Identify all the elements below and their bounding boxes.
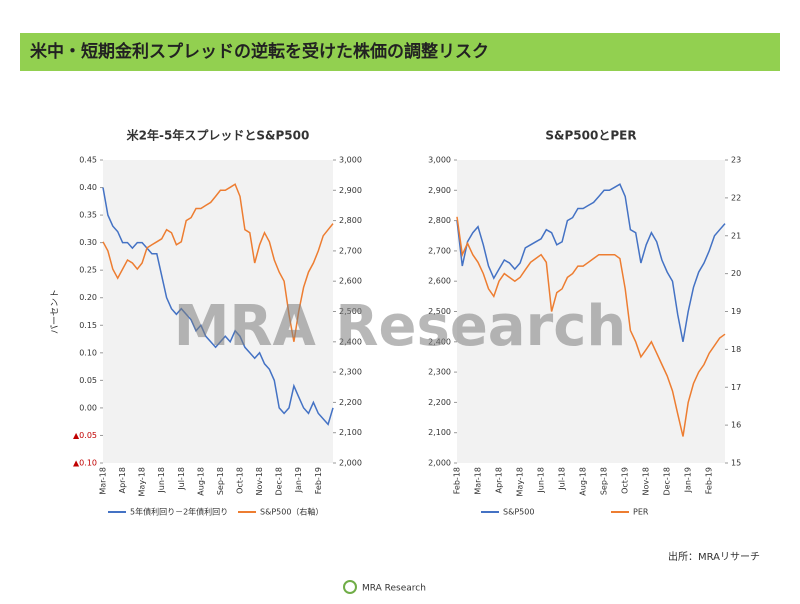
x-tick-label: Jun-18 [537, 467, 546, 494]
y-tick-label: 2,200 [428, 398, 451, 407]
y-tick-label: 0.20 [79, 293, 97, 302]
x-tick-label: Dec-18 [275, 467, 284, 496]
title-bar [20, 33, 780, 71]
legend-label: S&P500 [503, 508, 534, 517]
y2-tick-label: 2,800 [339, 216, 362, 225]
watermark: MRA Research [174, 294, 627, 359]
source-note: 出所：MRAリサーチ [668, 550, 760, 563]
y2-tick-label: 19 [731, 307, 741, 316]
y-tick-label: 0.15 [79, 321, 97, 330]
series-line [102, 187, 334, 426]
x-tick-label: Jul-18 [558, 467, 567, 491]
series-line [102, 183, 334, 342]
charts: 米2年-5年スプレッドとS&P500 パーセント ▲0.10 ▲0.05 0.00 0.0… [50, 128, 742, 517]
x-tick-label: Oct-18 [236, 467, 245, 494]
x-tick-label: Sep-18 [216, 467, 225, 495]
y-tick-label: 0.40 [79, 183, 97, 192]
legend-label: PER [633, 508, 649, 517]
x-tick-label: Apr-18 [118, 467, 127, 493]
x-tick-label: Jan-19 [684, 467, 693, 493]
logo-icon [343, 580, 357, 594]
series-line [456, 183, 726, 342]
y-tick-label: 2,400 [428, 337, 451, 346]
x-tick-label: Apr-18 [495, 467, 504, 493]
y-tick-label: 2,700 [428, 246, 451, 255]
x-tick-label: Dec-18 [663, 467, 672, 496]
legend-label: S&P500（右軸） [260, 507, 323, 517]
x-tick-label: May-18 [516, 467, 525, 496]
y2-tick-label: 2,700 [339, 246, 362, 255]
y2-tick-label: 2,200 [339, 398, 362, 407]
y-tick-label: 0.05 [79, 376, 97, 385]
x-tick-label: Feb-19 [705, 467, 714, 494]
y-tick-label: ▲0.10 [73, 459, 97, 468]
x-tick-label: Sep-18 [600, 467, 609, 495]
x-tick-label: Aug-18 [196, 467, 205, 496]
x-tick-label: Mar-18 [99, 467, 108, 495]
y-tick-label: 0.00 [79, 403, 97, 412]
x-tick-label: Aug-18 [579, 467, 588, 496]
x-tick-label: May-18 [138, 467, 147, 496]
y2-tick-label: 2,600 [339, 277, 362, 286]
y-tick-label: 2,000 [428, 459, 451, 468]
x-tick-label: Oct-19 [621, 467, 630, 494]
y2-tick-label: 16 [731, 421, 741, 430]
y-tick-label: 2,800 [428, 216, 451, 225]
plot-area [457, 160, 725, 463]
y2-tick-label: 22 [731, 193, 741, 202]
slide-title: 米中・短期金利スプレッドの逆転を受けた株価の調整リスク [30, 41, 489, 62]
chart-title: S&P500とPER [545, 129, 636, 143]
y2-tick-label: 2,400 [339, 337, 362, 346]
y-tick-label: 0.30 [79, 238, 97, 247]
y2-tick-label: 18 [731, 345, 741, 354]
legend-label: 5年債利回り－2年債利回り [130, 507, 228, 517]
x-tick-label: Mar-18 [474, 467, 483, 495]
y-tick-label: 0.45 [79, 156, 97, 165]
x-tick-label: Feb-18 [453, 467, 462, 494]
y-tick-label: 2,600 [428, 277, 451, 286]
y2-tick-label: 2,300 [339, 368, 362, 377]
y-tick-label: 3,000 [428, 156, 451, 165]
x-tick-label: Jan-19 [294, 467, 303, 493]
x-tick-label: Nov-18 [642, 467, 651, 495]
y2-tick-label: 3,000 [339, 156, 362, 165]
y-tick-label: 2,900 [428, 186, 451, 195]
y-tick-label: 2,500 [428, 307, 451, 316]
x-tick-label: Jul-18 [177, 467, 186, 491]
y2-tick-label: 21 [731, 231, 741, 240]
y2-tick-label: 17 [731, 383, 741, 392]
y2-tick-label: 2,000 [339, 459, 362, 468]
logo-text: MRA Research [362, 584, 426, 594]
y-tick-label: 0.25 [79, 266, 97, 275]
y-axis-label: パーセント [50, 289, 61, 334]
y2-tick-label: 20 [731, 269, 741, 278]
chart-title: 米2年-5年スプレッドとS&P500 [127, 128, 310, 143]
x-tick-label: Feb-19 [314, 467, 323, 494]
y-tick-label: ▲0.05 [73, 431, 97, 440]
y-tick-label: 0.10 [79, 348, 97, 357]
y-tick-label: 0.35 [79, 211, 97, 220]
y2-tick-label: 23 [731, 156, 741, 165]
y-tick-label: 2,100 [428, 428, 451, 437]
series-line [456, 216, 726, 437]
y2-tick-label: 2,500 [339, 307, 362, 316]
plot-area [103, 160, 333, 463]
y2-tick-label: 2,900 [339, 186, 362, 195]
x-tick-label: Nov-18 [255, 467, 264, 495]
y2-tick-label: 15 [731, 459, 741, 468]
x-tick-label: Jun-18 [157, 467, 166, 494]
y-tick-label: 2,300 [428, 368, 451, 377]
y2-tick-label: 2,100 [339, 428, 362, 437]
